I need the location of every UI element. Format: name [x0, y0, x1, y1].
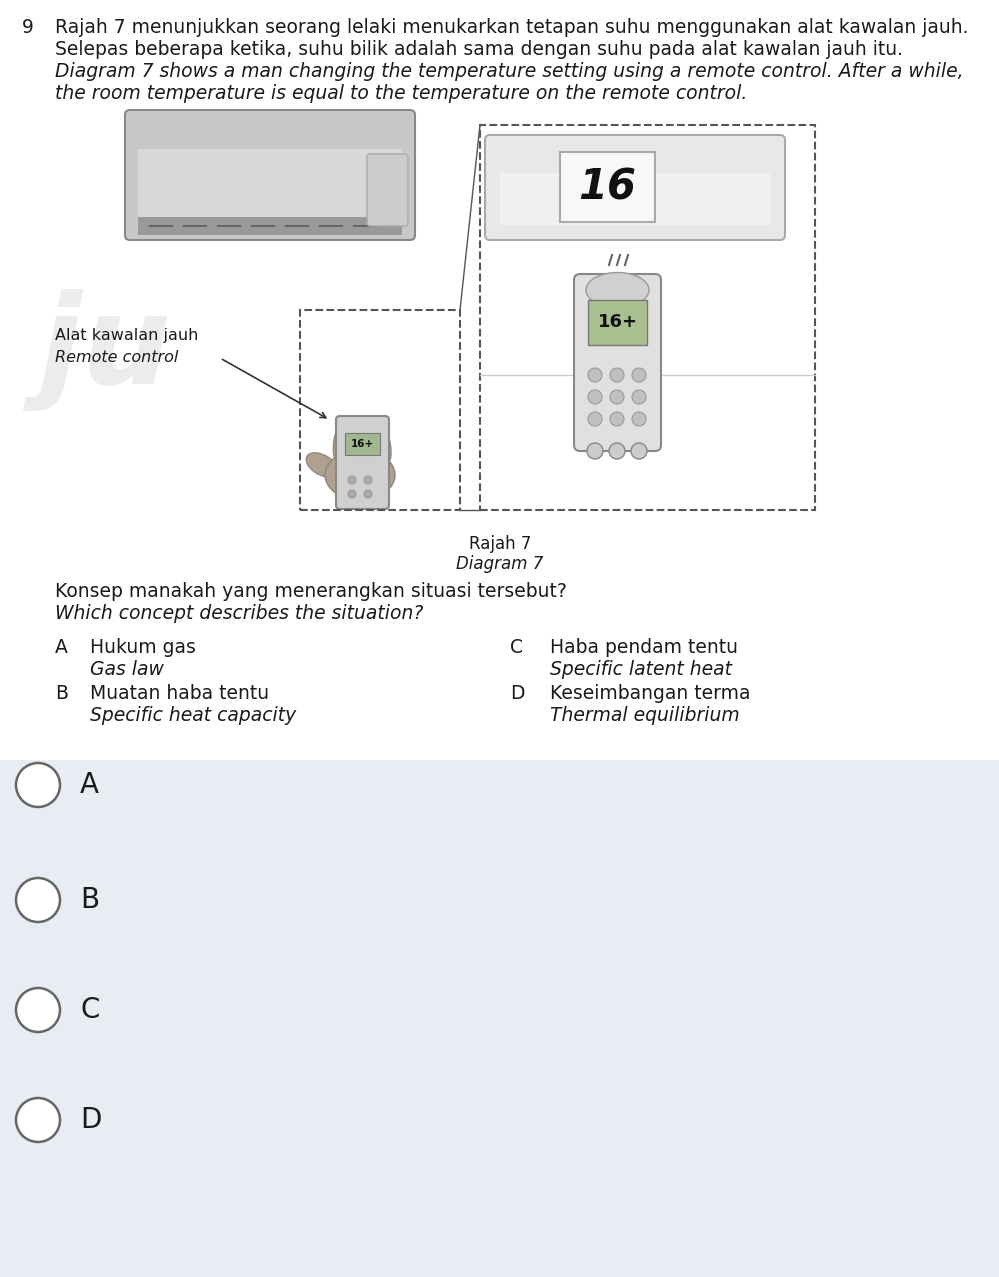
Ellipse shape	[364, 419, 376, 458]
Circle shape	[632, 368, 646, 382]
Text: Thermal equilibrium: Thermal equilibrium	[550, 706, 739, 725]
Text: Diagram 7 shows a man changing the temperature setting using a remote control. A: Diagram 7 shows a man changing the tempe…	[55, 63, 964, 80]
Text: Hukum gas: Hukum gas	[90, 638, 196, 656]
Text: Muatan haba tentu: Muatan haba tentu	[90, 684, 269, 704]
Text: 16+: 16+	[351, 439, 374, 450]
Bar	[0, 760, 999, 1277]
Circle shape	[631, 443, 647, 458]
Text: Which concept describes the situation?: Which concept describes the situation?	[55, 604, 424, 623]
Text: 9: 9	[22, 18, 34, 37]
FancyBboxPatch shape	[336, 416, 389, 510]
Circle shape	[609, 443, 625, 458]
Text: the room temperature is equal to the temperature on the remote control.: the room temperature is equal to the tem…	[55, 84, 747, 103]
Ellipse shape	[306, 452, 338, 478]
Ellipse shape	[349, 416, 361, 458]
Circle shape	[364, 476, 372, 484]
Bar	[138, 149, 402, 227]
Ellipse shape	[325, 450, 395, 501]
Circle shape	[16, 1098, 60, 1142]
Circle shape	[632, 412, 646, 427]
Circle shape	[610, 412, 624, 427]
Bar	[0, 0, 999, 760]
FancyBboxPatch shape	[485, 135, 785, 240]
Text: Specific latent heat: Specific latent heat	[550, 660, 732, 679]
Ellipse shape	[586, 272, 649, 308]
Bar	[500, 172, 770, 225]
Text: Gas law: Gas law	[90, 660, 164, 679]
Ellipse shape	[379, 428, 392, 462]
Text: Keseimbangan terma: Keseimbangan terma	[550, 684, 750, 704]
Text: C: C	[510, 638, 523, 656]
Circle shape	[348, 476, 356, 484]
Text: Selepas beberapa ketika, suhu bilik adalah sama dengan suhu pada alat kawalan ja: Selepas beberapa ketika, suhu bilik adal…	[55, 40, 903, 59]
Text: 16+: 16+	[597, 313, 637, 331]
Text: Haba pendam tentu: Haba pendam tentu	[550, 638, 738, 656]
Circle shape	[632, 389, 646, 404]
Text: A: A	[80, 771, 99, 799]
FancyBboxPatch shape	[574, 275, 661, 451]
Bar	[480, 125, 815, 510]
Text: Diagram 7: Diagram 7	[457, 555, 543, 573]
Text: B: B	[80, 886, 99, 914]
Bar	[125, 232, 410, 240]
Circle shape	[588, 389, 602, 404]
Text: ju: ju	[39, 289, 171, 411]
Circle shape	[610, 368, 624, 382]
Bar	[588, 300, 647, 345]
Text: Konsep manakah yang menerangkan situasi tersebut?: Konsep manakah yang menerangkan situasi …	[55, 582, 566, 601]
Text: Rajah 7: Rajah 7	[469, 535, 531, 553]
Text: D: D	[510, 684, 524, 704]
Circle shape	[16, 762, 60, 807]
Bar	[138, 217, 402, 235]
Bar	[560, 152, 655, 222]
Circle shape	[587, 443, 603, 458]
Circle shape	[16, 879, 60, 922]
Text: A: A	[55, 638, 68, 656]
Text: 16: 16	[578, 166, 636, 208]
Text: B: B	[55, 684, 68, 704]
Circle shape	[364, 490, 372, 498]
Text: Rajah 7 menunjukkan seorang lelaki menukarkan tetapan suhu menggunakan alat kawa: Rajah 7 menunjukkan seorang lelaki menuk…	[55, 18, 968, 37]
Ellipse shape	[333, 420, 347, 460]
Circle shape	[16, 988, 60, 1032]
Circle shape	[588, 368, 602, 382]
FancyBboxPatch shape	[367, 155, 408, 226]
Text: Specific heat capacity: Specific heat capacity	[90, 706, 297, 725]
FancyBboxPatch shape	[125, 110, 415, 240]
Bar	[345, 433, 380, 455]
Circle shape	[348, 490, 356, 498]
Bar	[300, 310, 460, 510]
Circle shape	[610, 389, 624, 404]
Text: D: D	[80, 1106, 101, 1134]
Text: C: C	[80, 996, 99, 1024]
Circle shape	[588, 412, 602, 427]
Text: Alat kawalan jauh: Alat kawalan jauh	[55, 328, 199, 344]
Text: Remote control: Remote control	[55, 350, 179, 365]
